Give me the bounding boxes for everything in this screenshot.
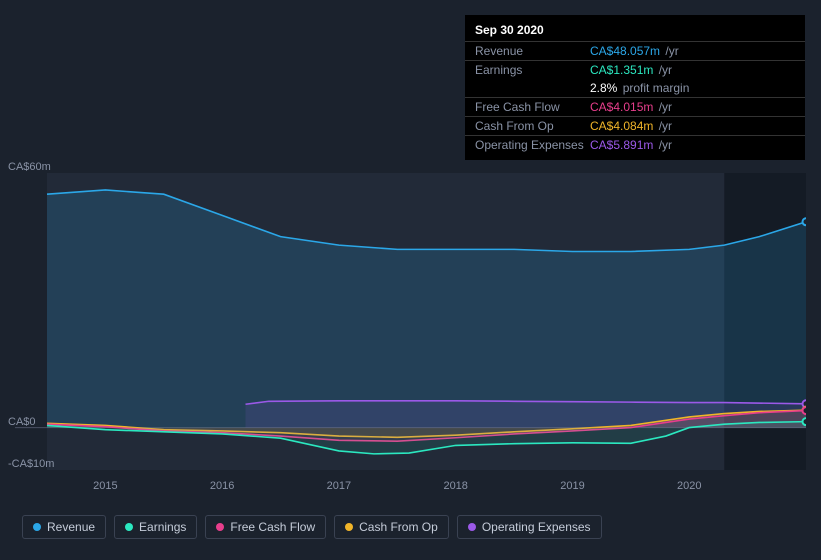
tooltip-value: CA$4.015m /yr	[590, 100, 672, 114]
legend: Revenue Earnings Free Cash Flow Cash From O…	[22, 515, 602, 539]
chart-area	[15, 155, 806, 470]
legend-label: Free Cash Flow	[230, 520, 315, 534]
tooltip-row: RevenueCA$48.057m /yr	[465, 41, 805, 60]
chart-svg	[15, 155, 806, 470]
tooltip-row: EarningsCA$1.351m /yr	[465, 60, 805, 79]
y-axis-label: CA$60m	[8, 161, 51, 173]
y-axis-label: CA$0	[8, 416, 36, 428]
legend-dot	[468, 523, 476, 531]
legend-item[interactable]: Earnings	[114, 515, 197, 539]
x-axis-label: 2018	[443, 480, 467, 492]
tooltip-panel: Sep 30 2020 RevenueCA$48.057m /yrEarning…	[465, 15, 805, 160]
legend-item[interactable]: Cash From Op	[334, 515, 449, 539]
tooltip-row: Cash From OpCA$4.084m /yr	[465, 116, 805, 135]
tooltip-label: Earnings	[475, 63, 590, 77]
legend-dot	[33, 523, 41, 531]
tooltip-value: CA$5.891m /yr	[590, 138, 672, 152]
tooltip-value: 2.8% profit margin	[590, 81, 689, 95]
tooltip-value: CA$1.351m /yr	[590, 63, 672, 77]
y-axis-label: -CA$10m	[8, 458, 54, 470]
legend-dot	[216, 523, 224, 531]
legend-item[interactable]: Revenue	[22, 515, 106, 539]
tooltip-date: Sep 30 2020	[465, 21, 805, 41]
tooltip-row: 2.8% profit margin	[465, 79, 805, 97]
tooltip-label: Operating Expenses	[475, 138, 590, 152]
legend-dot	[345, 523, 353, 531]
tooltip-label: Cash From Op	[475, 119, 590, 133]
tooltip-label	[475, 81, 590, 95]
legend-label: Revenue	[47, 520, 95, 534]
legend-label: Earnings	[139, 520, 186, 534]
tooltip-row: Operating ExpensesCA$5.891m /yr	[465, 135, 805, 154]
x-axis-label: 2019	[560, 480, 584, 492]
legend-dot	[125, 523, 133, 531]
x-axis-label: 2016	[210, 480, 234, 492]
tooltip-label: Free Cash Flow	[475, 100, 590, 114]
legend-item[interactable]: Free Cash Flow	[205, 515, 326, 539]
x-axis-labels: 2015 2016 2017 2018 2019 2020	[15, 480, 806, 500]
x-axis-label: 2017	[327, 480, 351, 492]
tooltip-value: CA$4.084m /yr	[590, 119, 672, 133]
x-axis-label: 2015	[93, 480, 117, 492]
legend-item[interactable]: Operating Expenses	[457, 515, 602, 539]
tooltip-row: Free Cash FlowCA$4.015m /yr	[465, 97, 805, 116]
tooltip-label: Revenue	[475, 44, 590, 58]
tooltip-value: CA$48.057m /yr	[590, 44, 679, 58]
legend-label: Cash From Op	[359, 520, 438, 534]
legend-label: Operating Expenses	[482, 520, 591, 534]
x-axis-label: 2020	[677, 480, 701, 492]
